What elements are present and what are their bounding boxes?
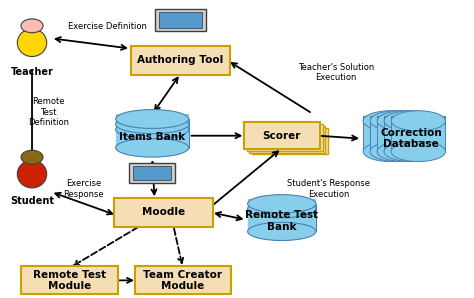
Text: Student's Response
Execution: Student's Response Execution — [287, 179, 370, 198]
Text: Team Creator
Module: Team Creator Module — [143, 270, 222, 291]
Ellipse shape — [363, 142, 418, 162]
FancyBboxPatch shape — [21, 266, 118, 294]
Text: Correction
Database: Correction Database — [381, 128, 442, 150]
Bar — [149, 175, 155, 179]
Ellipse shape — [247, 195, 316, 213]
Text: Moodle: Moodle — [142, 207, 185, 218]
Text: Remote Test
Bank: Remote Test Bank — [245, 210, 319, 232]
Text: Student: Student — [10, 196, 54, 206]
FancyBboxPatch shape — [246, 124, 322, 151]
Text: Teacher's Solution
Execution: Teacher's Solution Execution — [298, 63, 374, 82]
Bar — [247, 204, 316, 232]
Text: Items Bank: Items Bank — [119, 132, 185, 142]
Ellipse shape — [116, 115, 189, 134]
Circle shape — [21, 19, 43, 33]
Ellipse shape — [116, 120, 189, 139]
Ellipse shape — [18, 160, 47, 188]
Bar — [363, 116, 418, 151]
FancyBboxPatch shape — [249, 126, 325, 153]
Bar — [116, 114, 189, 148]
Ellipse shape — [116, 110, 189, 128]
FancyBboxPatch shape — [133, 165, 171, 180]
Text: Remote Test
Module: Remote Test Module — [33, 270, 106, 291]
Ellipse shape — [247, 200, 316, 218]
Bar — [384, 116, 438, 151]
Bar — [177, 22, 184, 27]
Ellipse shape — [247, 222, 316, 240]
Text: Authoring Tool: Authoring Tool — [137, 55, 224, 66]
Bar — [142, 174, 162, 176]
Ellipse shape — [391, 111, 446, 131]
Ellipse shape — [116, 138, 189, 157]
Ellipse shape — [370, 111, 425, 131]
Bar — [116, 119, 189, 148]
Ellipse shape — [18, 29, 47, 57]
Text: Remote
Test
Definition: Remote Test Definition — [28, 97, 69, 127]
FancyBboxPatch shape — [129, 163, 175, 183]
Ellipse shape — [377, 111, 431, 131]
Ellipse shape — [363, 111, 418, 131]
Ellipse shape — [384, 111, 438, 131]
Ellipse shape — [370, 142, 425, 162]
Text: Exercise Definition: Exercise Definition — [68, 22, 147, 31]
Bar — [377, 116, 431, 151]
Bar — [169, 21, 192, 23]
Bar — [247, 199, 316, 232]
FancyBboxPatch shape — [131, 46, 230, 75]
Circle shape — [21, 150, 43, 164]
Bar — [370, 116, 425, 151]
FancyBboxPatch shape — [155, 9, 206, 31]
FancyBboxPatch shape — [115, 198, 213, 227]
Text: Scorer: Scorer — [263, 131, 301, 141]
Ellipse shape — [391, 142, 446, 162]
Bar — [391, 116, 446, 151]
FancyBboxPatch shape — [159, 12, 202, 29]
FancyBboxPatch shape — [135, 266, 231, 294]
Text: Teacher: Teacher — [10, 67, 54, 77]
FancyBboxPatch shape — [244, 122, 319, 149]
FancyBboxPatch shape — [252, 128, 328, 154]
Ellipse shape — [377, 142, 431, 162]
Ellipse shape — [384, 142, 438, 162]
Text: Exercise
Response: Exercise Response — [64, 179, 104, 198]
